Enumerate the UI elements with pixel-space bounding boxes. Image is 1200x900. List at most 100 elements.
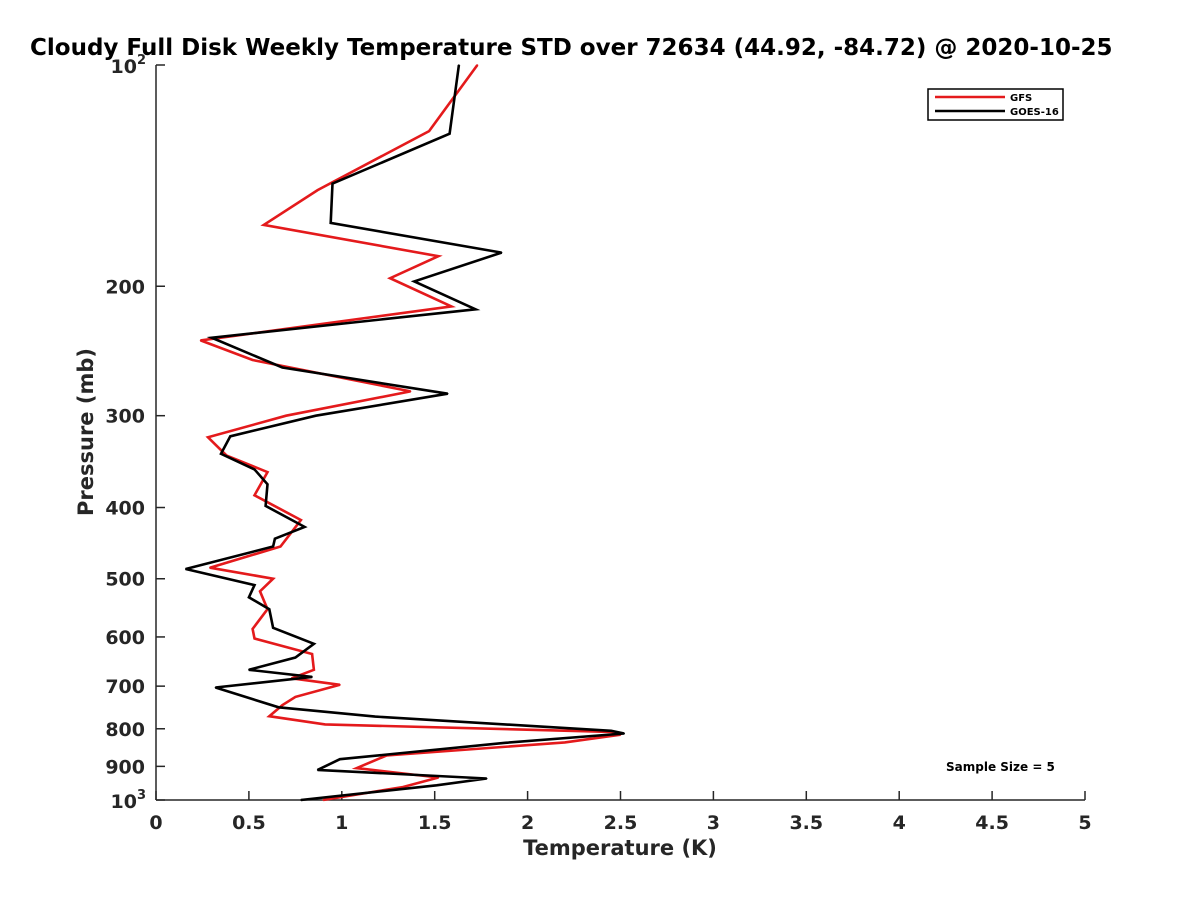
x-tick-label: 4 bbox=[893, 812, 906, 834]
data-point-gfs bbox=[253, 637, 256, 640]
data-point-goes-16 bbox=[435, 784, 438, 787]
data-point-goes-16 bbox=[274, 537, 276, 540]
data-point-gfs bbox=[476, 64, 479, 66]
y-tick-label: 900 bbox=[105, 756, 145, 778]
data-point-gfs bbox=[262, 224, 265, 226]
data-point-goes-16 bbox=[313, 642, 315, 645]
data-point-gfs bbox=[251, 359, 254, 361]
data-point-gfs bbox=[563, 741, 566, 744]
legend-label-gfs: GFS bbox=[1010, 93, 1032, 104]
data-point-gfs bbox=[251, 628, 254, 630]
data-point-goes-16 bbox=[623, 732, 626, 735]
data-point-gfs bbox=[428, 130, 430, 132]
data-point-gfs bbox=[300, 519, 302, 521]
x-tick-label: 0 bbox=[149, 812, 162, 834]
data-point-gfs bbox=[272, 577, 274, 580]
data-point-goes-16 bbox=[374, 715, 377, 718]
data-point-goes-16 bbox=[448, 132, 451, 135]
data-point-goes-16 bbox=[316, 769, 319, 771]
data-point-goes-16 bbox=[446, 392, 449, 395]
data-point-goes-16 bbox=[485, 777, 488, 780]
chart-title: Cloudy Full Disk Weekly Temperature STD … bbox=[30, 35, 1113, 61]
data-point-gfs bbox=[316, 189, 319, 191]
x-tick-label: 2 bbox=[521, 812, 534, 834]
data-point-goes-16 bbox=[266, 483, 269, 486]
x-tick-label: 3 bbox=[707, 812, 720, 834]
legend: GFS GOES-16 bbox=[927, 88, 1064, 121]
data-point-goes-16 bbox=[268, 608, 271, 610]
data-point-gfs bbox=[402, 786, 404, 788]
data-point-gfs bbox=[322, 799, 325, 801]
data-point-gfs bbox=[437, 255, 440, 257]
data-point-goes-16 bbox=[314, 414, 317, 417]
data-point-gfs bbox=[281, 704, 284, 706]
data-point-gfs bbox=[199, 339, 202, 342]
data-point-goes-16 bbox=[610, 729, 613, 732]
x-tick-label: 0.5 bbox=[232, 812, 266, 834]
sample-size-annotation: Sample Size = 5 bbox=[946, 760, 1055, 774]
data-point-goes-16 bbox=[329, 222, 332, 224]
data-point-gfs bbox=[279, 545, 282, 548]
data-point-gfs bbox=[409, 390, 412, 393]
data-point-goes-16 bbox=[253, 468, 256, 471]
x-tick-label: 3.5 bbox=[789, 812, 823, 834]
data-point-gfs bbox=[450, 305, 453, 308]
x-tick-label: 4.5 bbox=[975, 812, 1009, 834]
data-point-goes-16 bbox=[458, 64, 460, 66]
y-axis-title: Pressure (mb) bbox=[74, 348, 98, 516]
data-point-goes-16 bbox=[264, 505, 267, 507]
data-point-gfs bbox=[311, 653, 313, 655]
data-point-goes-16 bbox=[277, 706, 280, 709]
y-tick-label: 102 bbox=[111, 53, 147, 78]
data-point-goes-16 bbox=[248, 596, 250, 599]
data-point-goes-16 bbox=[311, 676, 313, 678]
data-point-goes-16 bbox=[413, 280, 416, 283]
data-point-goes-16 bbox=[504, 742, 507, 744]
x-tick-label: 5 bbox=[1078, 812, 1091, 834]
plot-area bbox=[155, 65, 1085, 801]
data-point-goes-16 bbox=[339, 758, 341, 760]
x-tick-label: 1.5 bbox=[418, 812, 452, 834]
data-point-gfs bbox=[324, 723, 326, 726]
y-tick-label: 800 bbox=[105, 719, 145, 741]
data-point-gfs bbox=[207, 436, 209, 439]
data-point-goes-16 bbox=[229, 435, 232, 438]
x-tick-label: 1 bbox=[335, 812, 348, 834]
data-point-goes-16 bbox=[253, 584, 256, 586]
data-point-gfs bbox=[313, 668, 315, 671]
series-line-goes-16 bbox=[185, 64, 625, 802]
data-point-goes-16 bbox=[184, 568, 187, 570]
data-point-gfs bbox=[209, 566, 211, 569]
data-point-gfs bbox=[268, 715, 271, 717]
data-point-goes-16 bbox=[220, 452, 222, 455]
x-axis-ticks: 0 0.5 1 1.5 2 2.5 3 3.5 4 4.5 5 bbox=[149, 791, 1092, 834]
y-axis-ticks: 102 200 300 400 500 600 700 800 900 103 bbox=[105, 53, 165, 813]
data-point-goes-16 bbox=[500, 251, 503, 254]
data-point-gfs bbox=[389, 277, 391, 279]
data-point-gfs bbox=[294, 696, 297, 698]
data-point-gfs bbox=[285, 414, 287, 417]
data-point-goes-16 bbox=[272, 545, 274, 548]
y-tick-label: 600 bbox=[105, 627, 145, 649]
data-point-goes-16 bbox=[214, 686, 217, 689]
data-point-gfs bbox=[355, 767, 358, 769]
y-tick-label: 300 bbox=[105, 406, 145, 428]
data-point-gfs bbox=[253, 494, 256, 497]
data-point-goes-16 bbox=[272, 626, 274, 629]
data-point-goes-16 bbox=[210, 336, 213, 339]
y-tick-label: 200 bbox=[105, 276, 145, 298]
series-layer bbox=[184, 64, 626, 802]
y-tick-label: 500 bbox=[105, 569, 145, 591]
y-tick-label: 400 bbox=[105, 498, 145, 520]
data-point-goes-16 bbox=[300, 799, 302, 801]
data-point-goes-16 bbox=[331, 182, 334, 185]
x-axis-title: Temperature (K) bbox=[523, 836, 717, 860]
data-point-gfs bbox=[259, 590, 261, 593]
data-point-goes-16 bbox=[303, 526, 306, 528]
series-line-gfs bbox=[200, 64, 621, 802]
data-point-goes-16 bbox=[248, 668, 250, 671]
legend-label-goes16: GOES-16 bbox=[1010, 107, 1059, 118]
data-point-gfs bbox=[339, 683, 341, 686]
y-tick-label: 700 bbox=[105, 676, 145, 698]
data-point-goes-16 bbox=[474, 308, 477, 311]
